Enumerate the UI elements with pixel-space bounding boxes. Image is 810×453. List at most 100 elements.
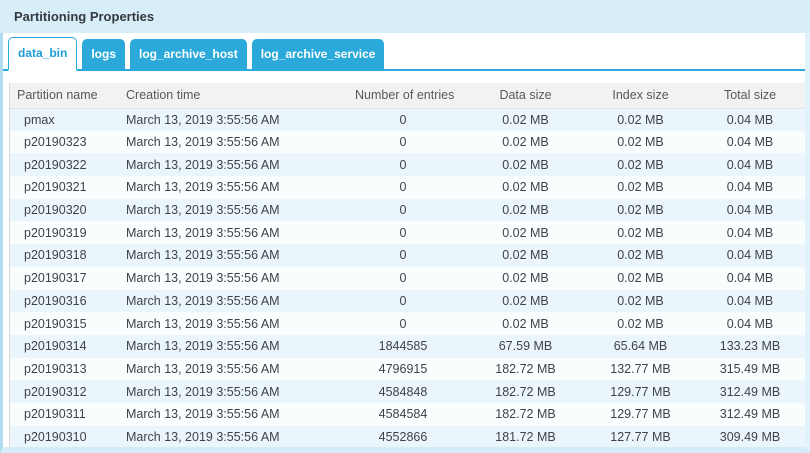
cell-number-of-entries: 0 <box>399 316 407 331</box>
cell-number-of-entries: 4552866 <box>378 429 428 444</box>
cell-data-size: 0.02 MB <box>502 135 549 150</box>
cell-partition-name: pmax <box>24 112 55 127</box>
table-row: p20190316 March 13, 2019 3:55:56 AM 0 0.… <box>10 289 805 313</box>
cell-data-size: 0.02 MB <box>502 180 549 195</box>
cell-partition-name: p20190320 <box>24 203 87 218</box>
cell-total-size: 0.04 MB <box>726 135 774 150</box>
table-row: p20190318 March 13, 2019 3:55:56 AM 0 0.… <box>10 244 805 267</box>
table-row: p20190319 March 13, 2019 3:55:56 AM 0 0.… <box>10 221 805 245</box>
cell-index-size: 0.02 MB <box>617 271 664 286</box>
cell-index-size: 0.02 MB <box>617 225 664 240</box>
cell-total-size: 0.04 MB <box>726 203 774 218</box>
cell-total-size: 0.04 MB <box>726 225 774 240</box>
cell-total-size: 312.49 MB <box>719 384 781 399</box>
tab-log-archive-service[interactable]: log_archive_service <box>251 39 385 69</box>
cell-creation-time: March 13, 2019 3:55:56 AM <box>126 248 280 263</box>
table-row: p20190311 March 13, 2019 3:55:56 AM 4584… <box>10 402 805 426</box>
tab-label: data_bin <box>18 46 68 60</box>
cell-number-of-entries: 0 <box>399 293 407 308</box>
cell-number-of-entries: 0 <box>399 203 407 218</box>
cell-data-size: 0.02 MB <box>502 248 549 263</box>
cell-data-size: 0.02 MB <box>502 225 549 240</box>
cell-creation-time: March 13, 2019 3:55:56 AM <box>126 339 280 354</box>
cell-number-of-entries: 1844585 <box>378 339 428 354</box>
cell-total-size: 309.49 MB <box>719 429 781 444</box>
partition-table-wrap: Partition name Creation time Number of e… <box>9 83 805 447</box>
cell-partition-name: p20190316 <box>24 293 87 308</box>
cell-data-size: 182.72 MB <box>495 361 556 376</box>
panel-titlebar: Partitioning Properties <box>0 0 810 33</box>
cell-index-size: 0.02 MB <box>617 316 664 331</box>
cell-creation-time: March 13, 2019 3:55:56 AM <box>126 180 280 195</box>
cell-number-of-entries: 0 <box>399 157 407 172</box>
cell-partition-name: p20190312 <box>24 384 87 399</box>
cell-data-size: 0.02 MB <box>502 203 549 218</box>
panel-content: data_bin logs log_archive_host log_archi… <box>0 33 810 453</box>
cell-total-size: 133.23 MB <box>719 339 781 354</box>
cell-index-size: 0.02 MB <box>617 293 664 308</box>
tab-label: logs <box>91 47 117 61</box>
cell-creation-time: March 13, 2019 3:55:56 AM <box>126 407 280 422</box>
cell-partition-name: p20190318 <box>24 248 87 263</box>
cell-number-of-entries: 0 <box>399 271 407 286</box>
cell-index-size: 127.77 MB <box>610 429 671 444</box>
tab-label: log_archive_host <box>139 47 238 61</box>
cell-number-of-entries: 0 <box>399 225 407 240</box>
cell-data-size: 0.02 MB <box>502 112 549 127</box>
cell-partition-name: p20190319 <box>24 225 87 240</box>
table-row: p20190310 March 13, 2019 3:55:56 AM 4552… <box>10 425 805 447</box>
cell-index-size: 0.02 MB <box>617 248 664 263</box>
cell-data-size: 67.59 MB <box>498 339 553 354</box>
cell-number-of-entries: 0 <box>399 135 407 150</box>
cell-partition-name: p20190313 <box>24 361 87 376</box>
cell-creation-time: March 13, 2019 3:55:56 AM <box>126 429 280 444</box>
cell-data-size: 0.02 MB <box>502 316 549 331</box>
table-row: p20190312 March 13, 2019 3:55:56 AM 4584… <box>10 380 805 403</box>
partition-table-body: pmax March 13, 2019 3:55:56 AM 0 0.02 MB… <box>10 108 805 447</box>
cell-index-size: 0.02 MB <box>617 157 664 172</box>
cell-total-size: 0.04 MB <box>726 180 774 195</box>
cell-data-size: 0.02 MB <box>502 157 549 172</box>
partition-table: Partition name Creation time Number of e… <box>10 83 805 447</box>
cell-total-size: 0.04 MB <box>726 157 774 172</box>
cell-number-of-entries: 4796915 <box>378 361 428 376</box>
cell-partition-name: p20190314 <box>24 339 87 354</box>
table-row: p20190313 March 13, 2019 3:55:56 AM 4796… <box>10 357 805 381</box>
cell-total-size: 0.04 MB <box>726 316 774 331</box>
cell-number-of-entries: 4584848 <box>378 384 428 399</box>
cell-data-size: 0.02 MB <box>502 271 549 286</box>
cell-creation-time: March 13, 2019 3:55:56 AM <box>126 203 280 218</box>
tab-data-bin[interactable]: data_bin <box>8 37 78 71</box>
cell-index-size: 65.64 MB <box>613 339 668 354</box>
cell-creation-time: March 13, 2019 3:55:56 AM <box>126 361 280 376</box>
cell-creation-time: March 13, 2019 3:55:56 AM <box>126 271 280 286</box>
cell-partition-name: p20190321 <box>24 180 87 195</box>
cell-index-size: 0.02 MB <box>617 203 664 218</box>
cell-index-size: 0.02 MB <box>617 135 664 150</box>
cell-number-of-entries: 0 <box>399 180 407 195</box>
cell-index-size: 0.02 MB <box>617 180 664 195</box>
column-header-partition-name: Partition name <box>10 83 120 109</box>
column-header-data-size: Data size <box>463 83 588 109</box>
column-header-index-size: Index size <box>588 83 693 109</box>
cell-total-size: 0.04 MB <box>726 248 774 263</box>
tab-log-archive-host[interactable]: log_archive_host <box>130 39 247 69</box>
tab-logs[interactable]: logs <box>82 39 126 69</box>
cell-total-size: 0.04 MB <box>726 271 774 286</box>
table-row: p20190315 March 13, 2019 3:55:56 AM 0 0.… <box>10 312 805 335</box>
cell-partition-name: p20190323 <box>24 135 87 150</box>
cell-data-size: 181.72 MB <box>495 429 556 444</box>
cell-index-size: 132.77 MB <box>610 361 671 376</box>
column-header-total-size: Total size <box>693 83 805 109</box>
page-title: Partitioning Properties <box>14 9 155 24</box>
cell-creation-time: March 13, 2019 3:55:56 AM <box>126 135 280 150</box>
table-row: p20190322 March 13, 2019 3:55:56 AM 0 0.… <box>10 153 805 177</box>
cell-creation-time: March 13, 2019 3:55:56 AM <box>126 112 280 127</box>
cell-partition-name: p20190315 <box>24 316 87 331</box>
table-row: p20190321 March 13, 2019 3:55:56 AM 0 0.… <box>10 176 805 199</box>
partition-table-header: Partition name Creation time Number of e… <box>10 83 805 109</box>
table-row: p20190317 March 13, 2019 3:55:56 AM 0 0.… <box>10 266 805 290</box>
cell-creation-time: March 13, 2019 3:55:56 AM <box>126 293 280 308</box>
cell-creation-time: March 13, 2019 3:55:56 AM <box>126 384 280 399</box>
cell-number-of-entries: 4584584 <box>378 407 428 422</box>
